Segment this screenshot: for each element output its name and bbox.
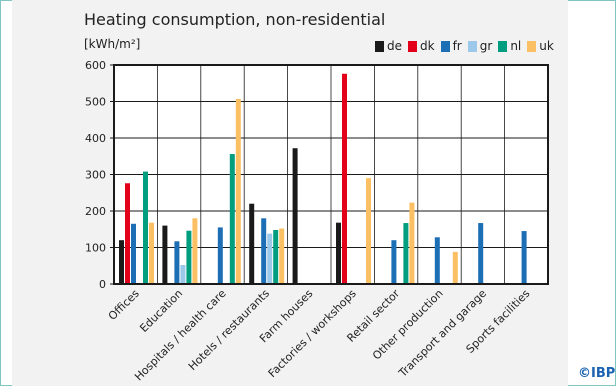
bar-dk-5 (342, 73, 347, 284)
legend-item-de: de (375, 39, 402, 53)
bar-nl-6 (403, 223, 409, 284)
legend-item-gr: gr (467, 39, 493, 53)
legend-item-dk: dk (408, 39, 435, 53)
plot-border (113, 64, 549, 285)
bar-uk-0 (149, 222, 154, 284)
x-tick-label: Hotels / restaurants (186, 287, 272, 373)
bar-fr-3 (261, 218, 267, 284)
bar-nl-2 (229, 154, 235, 284)
bar-uk-3 (279, 228, 285, 284)
chart-title: Heating consumption, non-residential (84, 10, 386, 29)
legend-label-nl: nl (510, 39, 522, 53)
legend-item-fr: fr (440, 39, 462, 53)
bar-fr-2 (217, 227, 223, 284)
legend-swatch-uk (527, 40, 537, 52)
bar-de-0 (119, 240, 124, 284)
bar-nl-3 (273, 229, 279, 284)
bar-fr-7 (434, 237, 440, 284)
legend-item-uk: uk (527, 39, 554, 53)
legend-label-fr: fr (452, 39, 462, 53)
bar-nl-0 (143, 171, 148, 284)
bar-fr-0 (131, 223, 136, 284)
legend-swatch-nl (498, 40, 508, 52)
legend-label-de: de (387, 39, 402, 53)
copyright-text: ©IBP (578, 366, 616, 381)
bar-de-4 (292, 148, 298, 284)
y-tick-label: 100 (85, 242, 106, 255)
bar-dk-0 (125, 183, 130, 284)
bar-fr-9 (521, 231, 527, 284)
y-tick-label: 200 (85, 205, 106, 218)
legend-item-nl: nl (498, 39, 521, 53)
legend-swatch-fr (440, 40, 450, 52)
x-tick-label: Factories / workshops (266, 287, 359, 380)
legend-label-uk: uk (539, 39, 554, 53)
bar-de-3 (249, 203, 255, 284)
bar-nl-1 (186, 230, 192, 284)
legend-swatch-dk (408, 40, 417, 52)
y-tick-label: 0 (99, 278, 106, 291)
y-tick-label: 500 (85, 96, 106, 109)
y-tick-label: 600 (85, 59, 106, 72)
bar-de-1 (162, 225, 168, 284)
legend-label-dk: dk (420, 39, 435, 53)
chart-legend: de dk fr gr nl uk (375, 39, 560, 53)
y-axis-unit-label: [kWh/m²] (84, 37, 141, 51)
bar-uk-2 (235, 98, 241, 284)
y-tick-label: 400 (85, 132, 106, 145)
bar-uk-6 (409, 202, 415, 284)
legend-swatch-de (375, 40, 384, 52)
bar-fr-8 (478, 223, 484, 284)
bar-gr-1 (180, 265, 186, 284)
legend-label-gr: gr (479, 39, 493, 53)
bar-uk-5 (366, 178, 371, 284)
x-tick-label: Transport and garage (396, 287, 490, 381)
bar-fr-6 (391, 240, 397, 284)
bar-gr-3 (267, 233, 273, 284)
x-tick-label: Offices (106, 287, 142, 323)
legend-swatch-gr (467, 40, 477, 52)
bar-fr-1 (174, 241, 180, 284)
bar-uk-7 (452, 251, 458, 284)
bar-de-5 (336, 222, 341, 284)
bar-uk-1 (192, 218, 198, 284)
y-tick-label: 300 (85, 169, 106, 182)
